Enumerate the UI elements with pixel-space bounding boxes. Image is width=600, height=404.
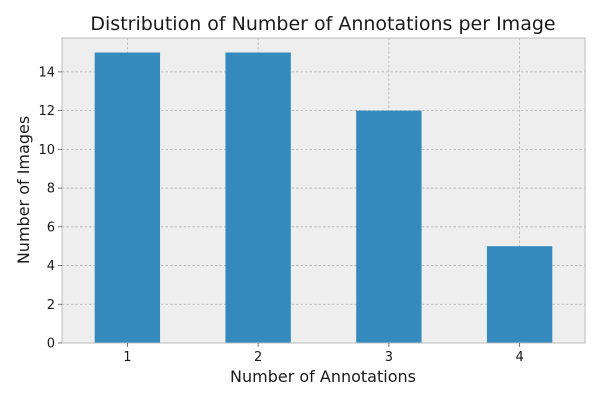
y-tick-label: 6 [47, 220, 55, 235]
bar [94, 52, 161, 344]
chart-title: Distribution of Number of Annotations pe… [90, 13, 555, 35]
y-ticks: 0 2 4 6 8 10 12 14 [38, 65, 62, 352]
bars [94, 52, 553, 344]
x-tick-label: 1 [123, 350, 131, 365]
bar [356, 110, 422, 343]
y-axis-label: Number of Images [14, 116, 33, 264]
x-tick-label: 4 [515, 350, 523, 365]
x-tick-label: 2 [254, 350, 262, 365]
y-tick-label: 10 [38, 143, 55, 158]
bar [486, 246, 553, 343]
x-ticks: 1 2 3 4 [123, 343, 524, 365]
y-tick-label: 12 [38, 104, 55, 119]
y-tick-label: 14 [38, 65, 55, 80]
bar [225, 52, 291, 344]
y-tick-label: 8 [47, 182, 55, 197]
x-axis-label: Number of Annotations [230, 367, 416, 386]
y-tick-label: 2 [47, 298, 55, 313]
y-tick-label: 4 [47, 259, 55, 274]
plot-frame [61, 37, 586, 344]
x-tick-label: 3 [385, 350, 393, 365]
y-tick-label: 0 [47, 337, 55, 352]
